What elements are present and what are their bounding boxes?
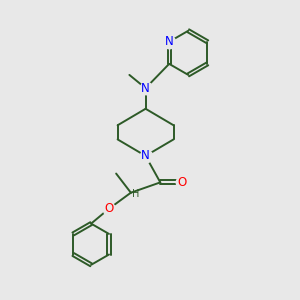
- Text: O: O: [104, 202, 113, 215]
- Text: N: N: [141, 82, 150, 95]
- Text: N: N: [141, 149, 150, 162]
- Text: O: O: [178, 176, 187, 189]
- Text: H: H: [133, 189, 140, 199]
- Text: N: N: [165, 35, 173, 48]
